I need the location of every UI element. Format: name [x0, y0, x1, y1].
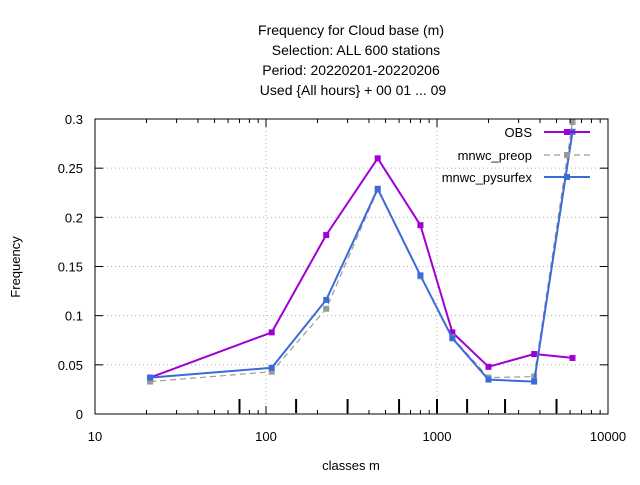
legend-label: mnwc_pysurfex: [442, 170, 533, 185]
legend-label: mnwc_preop: [458, 148, 532, 163]
title-line-3: Period: 20220201-20220206: [262, 62, 440, 78]
data-point: [147, 374, 154, 381]
title-line-4: Used {All hours} + 00 01 ... 09: [260, 82, 447, 98]
x-tick-label: 100: [255, 429, 277, 444]
data-point: [531, 351, 538, 358]
series-layer: [147, 118, 576, 385]
data-point: [374, 155, 381, 162]
legend-swatch-marker: [564, 152, 570, 158]
y-tick-label: 0: [76, 407, 83, 422]
chart-title: Frequency for Cloud base (m) Selection: …: [258, 22, 446, 98]
y-tick-label: 0.1: [65, 309, 83, 324]
data-point: [449, 329, 456, 336]
legend: OBS mnwc_preop mnwc_pysurfex: [442, 125, 590, 185]
legend-swatch-marker: [564, 129, 570, 135]
data-point: [417, 222, 424, 229]
data-point: [268, 364, 275, 371]
data-point: [531, 378, 538, 385]
legend-swatch-marker: [564, 174, 570, 180]
data-point: [485, 376, 492, 383]
y-tick-label: 0.05: [58, 358, 83, 373]
data-point: [569, 354, 576, 361]
data-point: [569, 118, 576, 125]
legend-label: OBS: [505, 125, 533, 140]
x-tick-label: 10000: [590, 429, 626, 444]
y-tick-label: 0.25: [58, 161, 83, 176]
data-point: [268, 368, 275, 375]
y-tick-label: 0.3: [65, 112, 83, 127]
y-tick-label: 0.2: [65, 210, 83, 225]
y-axis-label: Frequency: [8, 236, 23, 298]
data-point: [417, 272, 424, 279]
data-point: [374, 185, 381, 192]
data-point: [147, 378, 154, 385]
x-axis-label: classes m: [322, 458, 380, 473]
data-point: [323, 305, 330, 312]
title-line-2: Selection: ALL 600 stations: [272, 42, 440, 58]
data-point: [323, 232, 330, 239]
data-point: [449, 335, 456, 342]
y-tick-label: 0.15: [58, 260, 83, 275]
data-point: [323, 296, 330, 303]
data-point: [485, 363, 492, 370]
title-line-1: Frequency for Cloud base (m): [258, 22, 444, 38]
data-point: [268, 329, 275, 336]
grid: [95, 119, 608, 414]
x-tick-label: 1000: [423, 429, 452, 444]
series-line: [149, 156, 573, 379]
class-boundary-ticks: [238, 399, 558, 413]
axis-ticks: 10 100 1000 10000 0 0.05 0.1 0.15 0.2 0.25 0.3: [58, 112, 626, 444]
x-tick-label: 10: [88, 429, 102, 444]
